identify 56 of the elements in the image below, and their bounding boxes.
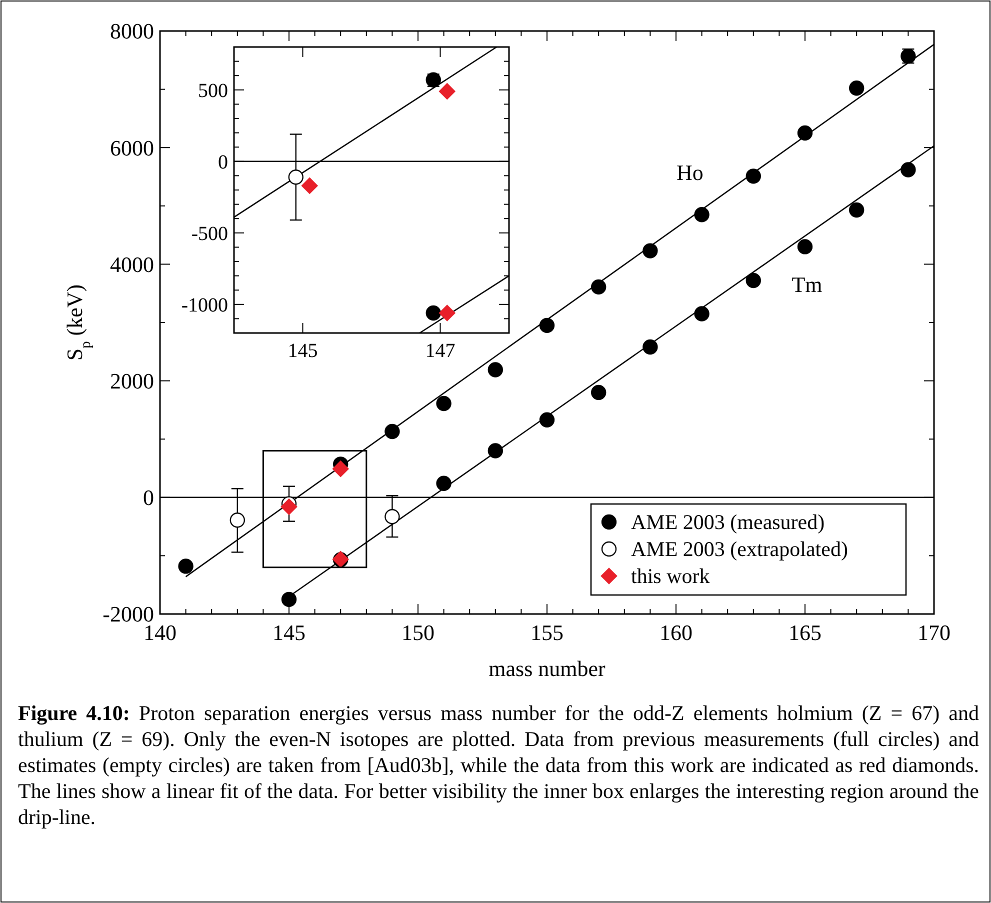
legend-label: AME 2003 (extrapolated) — [631, 537, 848, 561]
y-tick-label: -2000 — [102, 602, 154, 627]
y-tick-label: 4000 — [110, 252, 154, 277]
x-tick-label: 165 — [788, 620, 822, 645]
point — [436, 476, 452, 492]
point — [539, 318, 555, 334]
point — [746, 272, 761, 288]
point — [746, 168, 761, 184]
point — [642, 339, 658, 355]
y-tick-label: 0 — [218, 151, 228, 174]
point — [438, 82, 456, 100]
point — [436, 396, 452, 412]
point — [438, 304, 456, 322]
y-tick-label: -1000 — [181, 294, 228, 316]
point — [288, 170, 304, 185]
y-tick-label: 6000 — [110, 135, 154, 160]
y-tick-label: -500 — [191, 222, 228, 245]
x-tick-label: 170 — [918, 620, 950, 645]
caption: Figure 4.10: Proton separation energies versus mass number for the odd-Z elements holmium (Z = 67) and thulium (Z = 69). Only the even-N isotopes are plotted. Data from previous measurements (full circles) and estimates (empty circles) are taken from [Aud03b], while the data from this work are indicated as red diamonds. The lines show a linear fit of the data. For better visibility the inner box enlarges the interesting region around the drip-line. — [18, 700, 979, 830]
point — [280, 498, 298, 516]
point — [332, 460, 349, 478]
point — [591, 279, 606, 295]
point — [591, 384, 606, 400]
point — [797, 125, 813, 141]
x-axis-title: mass number — [488, 656, 606, 681]
y-tick-label: 2000 — [110, 368, 154, 394]
x-tick-label: 150 — [402, 620, 434, 645]
point — [849, 202, 864, 218]
annotation: Ho — [676, 160, 704, 185]
point — [178, 558, 194, 574]
point — [642, 243, 658, 258]
y-tick-label: 0 — [143, 485, 154, 510]
point — [539, 412, 555, 428]
point — [488, 443, 503, 458]
x-tick-label: 145 — [288, 340, 318, 362]
point — [900, 162, 916, 178]
x-tick-label: 145 — [272, 620, 306, 645]
legend-label: AME 2003 (measured) — [631, 510, 825, 534]
point — [694, 306, 710, 322]
point — [384, 424, 400, 440]
y-tick-label: 500 — [198, 80, 228, 102]
point — [426, 305, 441, 321]
point — [384, 509, 400, 524]
annotation: Tm — [792, 272, 822, 297]
point — [281, 592, 297, 608]
point — [488, 362, 503, 378]
point — [797, 239, 813, 254]
x-tick-label: 160 — [660, 620, 692, 645]
point — [230, 512, 245, 528]
point — [849, 80, 864, 96]
x-tick-label: 147 — [425, 340, 456, 362]
y-tick-label: 8000 — [110, 18, 154, 44]
point — [694, 207, 710, 222]
legend-label: this work — [631, 564, 710, 588]
point — [301, 177, 318, 194]
x-tick-label: 155 — [530, 620, 564, 645]
